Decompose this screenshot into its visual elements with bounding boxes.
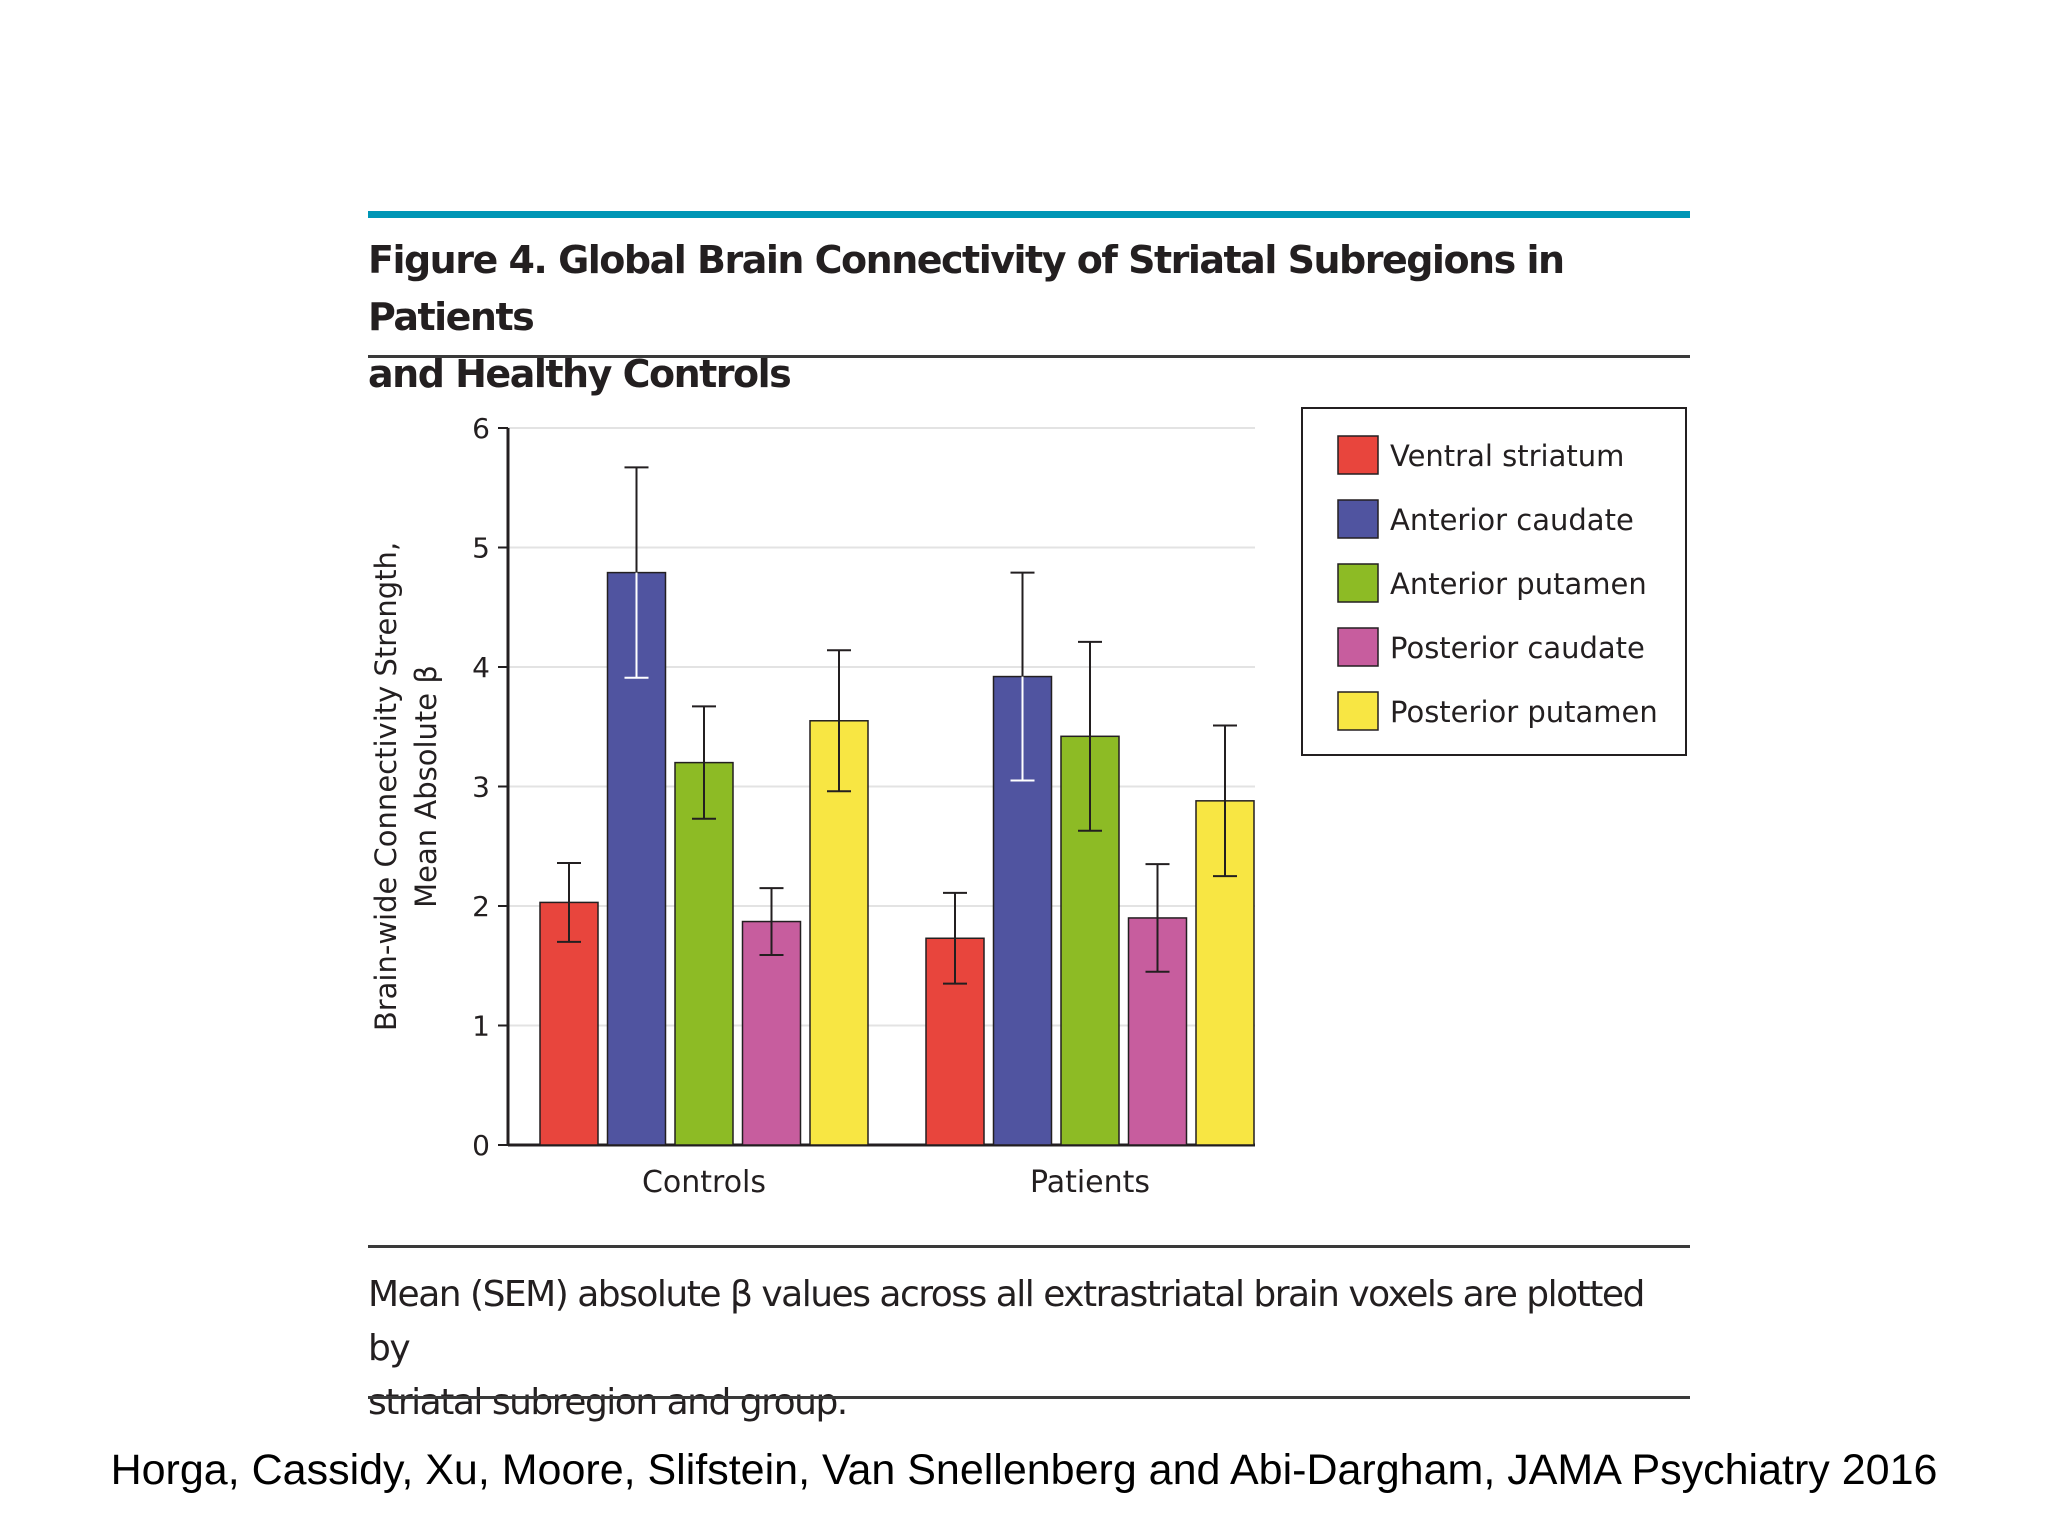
bar (674, 761, 734, 1146)
legend-label: Anterior caudate (1390, 503, 1634, 537)
figure-title: Figure 4. Global Brain Connectivity of S… (368, 232, 1668, 403)
y-axis-label: Brain-wide Connectivity Strength, Mean Ab… (369, 542, 443, 1031)
legend-swatch (1337, 691, 1379, 731)
legend-label: Anterior putamen (1390, 567, 1647, 601)
caption-line-2: striatal subregion and group. (368, 1382, 848, 1423)
title-divider (368, 355, 1690, 358)
legend-label: Posterior caudate (1390, 631, 1645, 665)
y-axis-label-line-2: Mean Absolute β (409, 665, 443, 908)
figure-top-rule (368, 211, 1690, 218)
figure-title-line-2: and Healthy Controls (368, 352, 792, 396)
caption-line-1: Mean (SEM) absolute β values across all … (368, 1274, 1645, 1369)
x-category-label: Patients (1030, 1165, 1150, 1200)
figure: Figure 4. Global Brain Connectivity of S… (368, 0, 1690, 1423)
y-tick-label: 4 (472, 651, 490, 684)
legend-label: Ventral striatum (1390, 439, 1624, 473)
chart-bottom-divider (368, 1245, 1690, 1248)
y-tick-label: 2 (472, 890, 490, 923)
legend-swatch (1337, 435, 1379, 475)
y-tick-label: 5 (472, 532, 490, 565)
figure-caption: Mean (SEM) absolute β values across all … (368, 1268, 1690, 1430)
source-citation: Horga, Cassidy, Xu, Moore, Slifstein, Va… (110, 1446, 1938, 1494)
legend-swatch (1337, 627, 1379, 667)
y-tick-label: 3 (472, 771, 490, 804)
legend-label: Posterior putamen (1390, 695, 1658, 729)
bar (741, 920, 802, 1146)
legend-swatch (1337, 499, 1379, 539)
bar-chart: 0 1 2 3 4 5 6 Brain-wide Connectivity Strength,… (369, 407, 1687, 1200)
x-category-label: Controls (642, 1165, 766, 1200)
y-tick-label: 1 (472, 1010, 490, 1043)
figure-title-line-1: Figure 4. Global Brain Connectivity of S… (368, 238, 1565, 339)
y-axis-label-line-1: Brain-wide Connectivity Strength, (369, 542, 403, 1031)
caption-bottom-divider (368, 1396, 1690, 1399)
legend-swatch (1337, 563, 1379, 603)
y-tick-label: 6 (472, 412, 490, 445)
y-tick-label: 0 (472, 1129, 490, 1162)
